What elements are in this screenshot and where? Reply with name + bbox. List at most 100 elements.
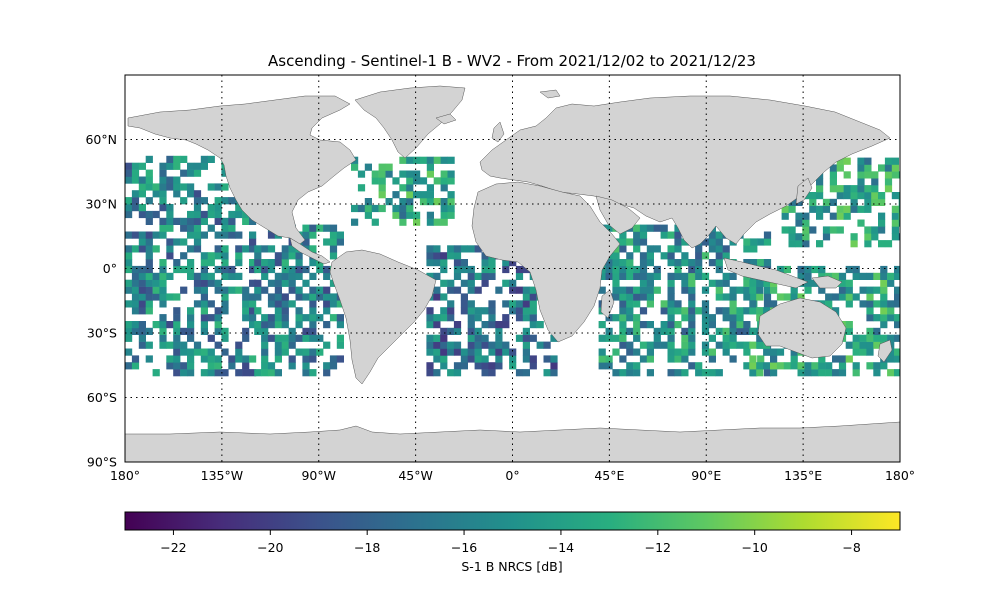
data-cell — [166, 183, 174, 191]
lon-tick-label: 180° — [110, 468, 140, 483]
data-cell — [873, 334, 881, 342]
data-cell — [180, 169, 188, 177]
data-cell — [845, 321, 853, 329]
data-cell — [249, 307, 257, 315]
data-cell — [329, 224, 338, 232]
data-cell — [598, 334, 606, 342]
data-cell — [173, 155, 181, 163]
data-cell — [254, 286, 262, 294]
data-cell — [633, 265, 641, 274]
data-cell — [267, 362, 276, 370]
data-cell — [515, 314, 524, 322]
data-cell — [426, 163, 434, 171]
data-cell — [281, 245, 289, 253]
data-cell — [214, 217, 222, 225]
data-cell — [688, 286, 696, 294]
new-guinea — [811, 275, 843, 289]
data-cell — [193, 279, 202, 287]
data-cell — [261, 341, 269, 349]
data-cell — [152, 272, 160, 280]
data-cell — [736, 286, 744, 294]
data-cell — [433, 348, 441, 356]
data-cell — [145, 231, 153, 239]
data-cell — [811, 279, 819, 287]
data-cell — [467, 245, 475, 253]
data-cell — [605, 362, 613, 370]
data-cell — [447, 198, 455, 206]
data-cell — [166, 176, 174, 184]
data-cell — [660, 224, 668, 232]
data-cell — [894, 334, 900, 342]
data-cell — [228, 272, 236, 280]
data-cell — [660, 252, 668, 260]
data-cell — [460, 259, 468, 267]
data-cell — [756, 286, 764, 294]
data-cell — [131, 197, 140, 205]
data-cell — [722, 245, 730, 253]
data-cell — [626, 314, 634, 322]
data-cell — [145, 169, 153, 177]
data-cell — [619, 327, 627, 335]
data-cell — [187, 355, 195, 363]
data-cell — [822, 205, 831, 213]
data-cell — [612, 279, 620, 287]
data-cell — [850, 185, 858, 193]
data-cell — [626, 369, 634, 377]
data-cell — [221, 265, 229, 274]
data-cell — [667, 293, 675, 301]
data-cell — [274, 355, 282, 363]
data-cell — [323, 238, 331, 246]
data-cell — [488, 300, 496, 308]
data-cell — [688, 265, 696, 274]
data-cell — [193, 197, 202, 205]
data-cell — [159, 169, 167, 177]
data-cell — [378, 204, 386, 213]
data-cell — [626, 341, 634, 349]
data-cell — [894, 265, 900, 274]
data-cell — [235, 252, 243, 260]
data-cell — [207, 348, 215, 356]
data-cell — [138, 272, 146, 280]
data-cell — [125, 300, 133, 308]
data-cell — [440, 211, 448, 219]
data-cell — [864, 240, 872, 248]
data-cell — [681, 314, 689, 322]
colorbar-tick-label: −18 — [354, 540, 380, 555]
data-cell — [138, 231, 146, 239]
data-cell — [274, 369, 282, 377]
data-cell — [254, 245, 262, 253]
data-cell — [173, 238, 181, 246]
data-cell — [816, 178, 824, 186]
data-cell — [884, 240, 893, 248]
data-cell — [413, 191, 421, 199]
data-cell — [329, 252, 338, 260]
data-cell — [788, 198, 796, 206]
data-cell — [249, 321, 257, 329]
data-cell — [857, 171, 865, 179]
colorbar-tick-label: −12 — [645, 540, 671, 555]
japan — [795, 177, 813, 205]
data-cell — [200, 155, 208, 163]
data-cell — [633, 348, 641, 356]
data-cell — [302, 348, 310, 356]
land-layer — [125, 85, 900, 462]
data-cell — [688, 341, 696, 349]
data-cell — [804, 279, 812, 287]
data-cell — [309, 293, 317, 301]
data-cell — [887, 272, 895, 280]
lat-tick-label: 30°N — [85, 197, 117, 212]
data-cell — [639, 341, 648, 349]
data-cell — [605, 327, 613, 335]
data-cell — [639, 355, 648, 363]
colorbar-tick-label: −22 — [160, 540, 186, 555]
data-cell — [864, 185, 872, 193]
data-cell — [159, 334, 167, 342]
data-cell — [440, 314, 448, 322]
data-cell — [460, 300, 468, 308]
data-cell — [646, 245, 654, 253]
data-cell — [667, 300, 675, 308]
data-cell — [891, 164, 899, 172]
data-cell — [221, 169, 229, 177]
australia — [757, 297, 847, 359]
data-cell — [399, 198, 407, 206]
